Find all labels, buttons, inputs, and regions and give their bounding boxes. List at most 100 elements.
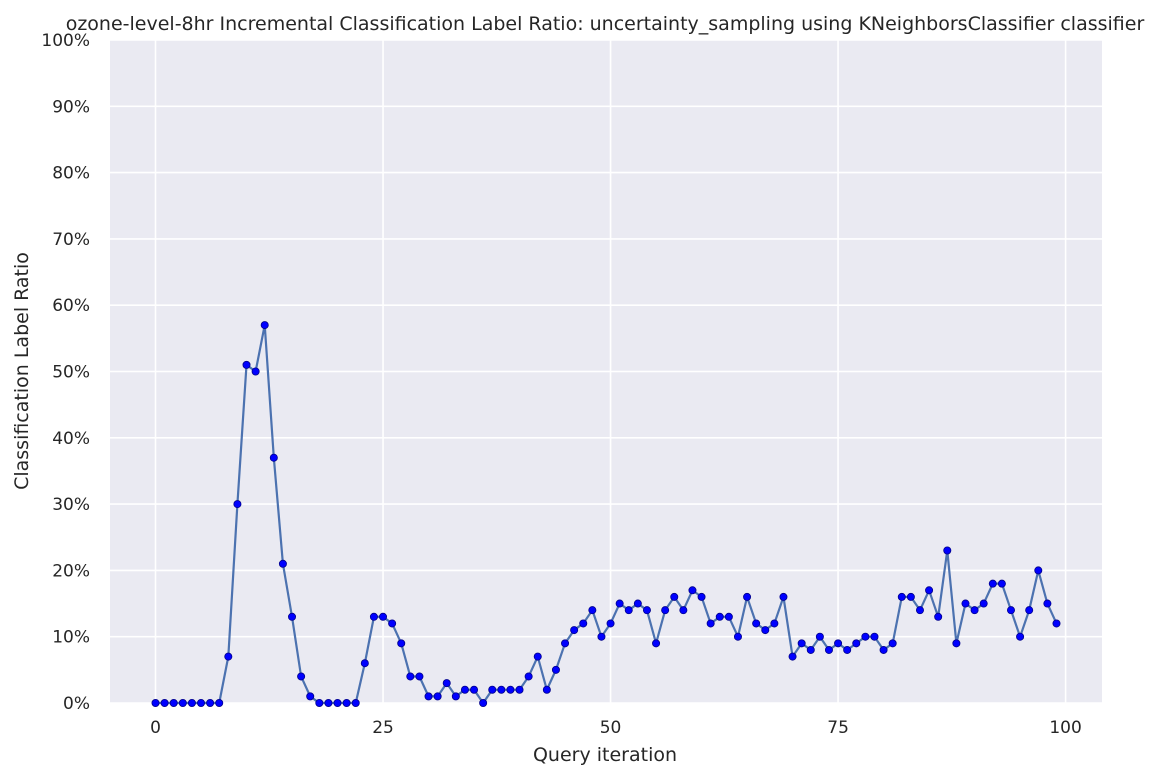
data-point — [588, 606, 597, 615]
data-point — [788, 652, 797, 661]
data-point — [843, 645, 852, 654]
data-point — [915, 606, 924, 615]
data-point — [351, 699, 360, 708]
data-point — [961, 599, 970, 608]
data-point — [297, 672, 306, 681]
x-tick-label: 100 — [1049, 718, 1081, 738]
data-point — [906, 592, 915, 601]
x-axis-tick-labels: 0 25 50 75 100 — [150, 718, 1082, 738]
data-point — [806, 645, 815, 654]
data-point — [570, 626, 579, 635]
data-point — [633, 599, 642, 608]
data-point — [415, 672, 424, 681]
chart-title: ozone-level-8hr Incremental Classificati… — [66, 13, 1145, 35]
data-point — [406, 672, 415, 681]
data-point — [424, 692, 433, 701]
y-tick-label: 70% — [52, 230, 90, 250]
data-point — [561, 639, 570, 648]
data-point — [169, 699, 178, 708]
data-point — [870, 632, 879, 641]
data-point — [178, 699, 187, 708]
data-point — [324, 699, 333, 708]
y-tick-label: 10% — [52, 628, 90, 648]
data-point — [706, 619, 715, 628]
y-axis-title: Classification Label Ratio — [11, 252, 33, 490]
y-tick-label: 50% — [52, 363, 90, 383]
data-point — [215, 699, 224, 708]
data-point — [433, 692, 442, 701]
data-point — [533, 652, 542, 661]
data-point — [724, 612, 733, 621]
data-point — [1006, 606, 1015, 615]
data-point — [233, 500, 242, 509]
y-axis-tick-labels: 0% 10% 20% 30% 40% 50% 60% 70% 80% 90% 100% — [41, 31, 90, 714]
x-tick-label: 0 — [150, 718, 161, 738]
y-tick-label: 40% — [52, 429, 90, 449]
data-point — [715, 612, 724, 621]
data-point — [997, 579, 1006, 588]
data-point — [770, 619, 779, 628]
data-point — [1043, 599, 1052, 608]
x-tick-label: 25 — [372, 718, 394, 738]
data-point — [779, 592, 788, 601]
data-point — [834, 639, 843, 648]
data-point — [360, 659, 369, 668]
data-point — [952, 639, 961, 648]
data-point — [451, 692, 460, 701]
data-point — [988, 579, 997, 588]
data-point — [852, 639, 861, 648]
data-point — [897, 592, 906, 601]
data-point — [934, 612, 943, 621]
data-point — [342, 699, 351, 708]
y-tick-label: 0% — [63, 694, 90, 714]
data-point — [524, 672, 533, 681]
data-point — [251, 367, 260, 376]
data-point — [260, 321, 269, 330]
data-point — [151, 699, 160, 708]
data-point — [306, 692, 315, 701]
y-tick-label: 90% — [52, 97, 90, 117]
data-point — [797, 639, 806, 648]
y-tick-label: 100% — [41, 31, 90, 51]
data-point — [761, 626, 770, 635]
data-point — [925, 586, 934, 595]
data-point — [679, 606, 688, 615]
data-point — [288, 612, 297, 621]
data-point — [733, 632, 742, 641]
data-point — [688, 586, 697, 595]
data-point — [824, 645, 833, 654]
x-tick-label: 50 — [600, 718, 622, 738]
data-point — [1016, 632, 1025, 641]
y-tick-label: 60% — [52, 296, 90, 316]
data-point — [542, 685, 551, 694]
data-point — [397, 639, 406, 648]
data-point — [551, 665, 560, 674]
data-point — [661, 606, 670, 615]
data-point — [743, 592, 752, 601]
data-point — [979, 599, 988, 608]
data-point — [460, 685, 469, 694]
data-point — [479, 699, 488, 708]
y-tick-label: 80% — [52, 164, 90, 184]
data-point — [242, 360, 251, 369]
data-point — [606, 619, 615, 628]
data-point — [752, 619, 761, 628]
data-point — [206, 699, 215, 708]
data-point — [388, 619, 397, 628]
data-point — [624, 606, 633, 615]
data-point — [470, 685, 479, 694]
series-line — [155, 324, 1058, 705]
grid-lines — [110, 39, 1102, 704]
data-point — [579, 619, 588, 628]
data-point — [197, 699, 206, 708]
data-point — [1025, 606, 1034, 615]
data-point — [187, 699, 196, 708]
data-point — [515, 685, 524, 694]
x-axis-title: Query iteration — [533, 744, 677, 766]
data-point — [1034, 566, 1043, 575]
data-point — [970, 606, 979, 615]
data-point — [442, 679, 451, 688]
data-point — [597, 632, 606, 641]
data-point — [697, 592, 706, 601]
